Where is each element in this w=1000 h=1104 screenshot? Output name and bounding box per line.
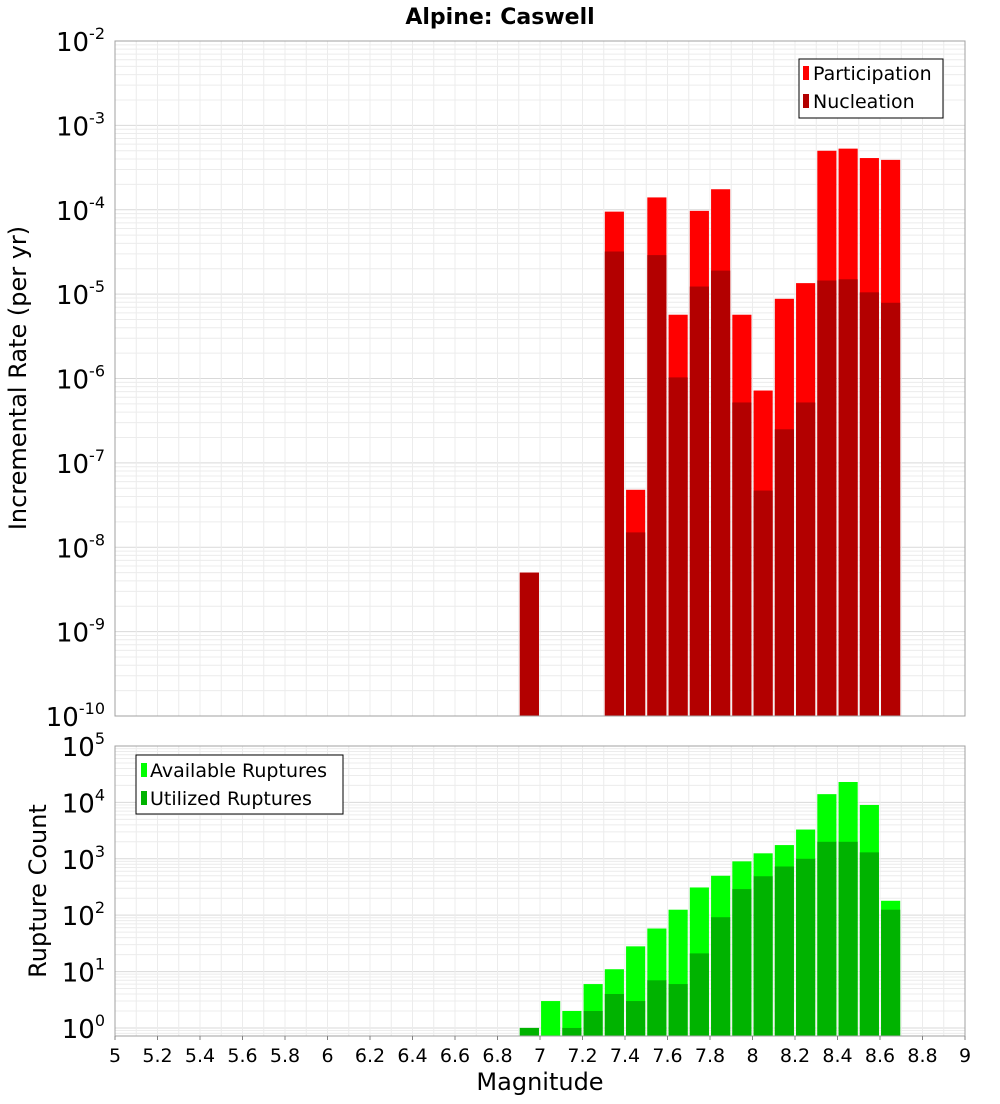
- bottom-legend-box: [135, 754, 344, 815]
- bottom-bar-utilized-ruptures: [626, 1001, 646, 1036]
- top-plot: 10-10 10-9 10-8 10-7 10-6 10-5 10-4 10-3 10-2: [46, 24, 966, 733]
- top-y-tick-label: 10-8: [56, 530, 105, 564]
- bottom-bar-utilized-ruptures: [711, 917, 731, 1036]
- bottom-bar-available-ruptures: [541, 1001, 561, 1036]
- x-tick-label: 5.6: [227, 1045, 257, 1067]
- bottom-y-tick-label: 102: [62, 898, 105, 932]
- x-axis-label: Magnitude: [476, 1068, 603, 1096]
- chart-title: Alpine: Caswell: [405, 5, 594, 30]
- top-y-tick-label: 10-2: [56, 24, 105, 58]
- bottom-bar-utilized-ruptures: [604, 994, 624, 1036]
- x-tick-label: 5: [109, 1045, 121, 1067]
- top-bar-nucleation: [732, 402, 752, 716]
- top-bar-nucleation: [668, 377, 688, 716]
- bottom-bar-utilized-ruptures: [562, 1027, 582, 1036]
- x-tick-label: 8.4: [822, 1045, 852, 1067]
- top-bar-nucleation: [838, 279, 858, 716]
- top-y-tick-label: 10-4: [56, 193, 105, 227]
- bottom-bar-utilized-ruptures: [817, 841, 837, 1036]
- top-plot-frame: [114, 40, 966, 717]
- top-legend-box: [798, 58, 944, 119]
- bottom-bar-utilized-ruptures: [583, 1010, 603, 1036]
- x-tick-label: 5.8: [270, 1045, 300, 1067]
- bottom-bar-utilized-ruptures: [859, 852, 879, 1036]
- bottom-y-tick-label: 100: [62, 1011, 105, 1045]
- x-tick-label: 5.4: [185, 1045, 215, 1067]
- top-bar-nucleation: [881, 302, 901, 716]
- legend-label-nucleation: Nucleation: [813, 91, 915, 113]
- legend-label-utilized: Utilized Ruptures: [150, 788, 312, 810]
- bottom-y-tick-label: 105: [62, 729, 105, 763]
- x-tick-label: 8.2: [780, 1045, 810, 1067]
- x-tick-label: 8.6: [865, 1045, 895, 1067]
- x-tick-label: 6.4: [397, 1045, 427, 1067]
- x-tick-label: 8: [746, 1045, 758, 1067]
- top-y-tick-label: 10-6: [56, 362, 105, 396]
- bottom-y-tick-label: 104: [62, 785, 105, 819]
- bottom-legend: Available Ruptures Utilized Ruptures: [135, 754, 344, 815]
- legend-label-participation: Participation: [813, 63, 932, 85]
- top-bar-nucleation: [711, 270, 731, 716]
- top-bar-nucleation: [626, 532, 646, 716]
- top-bar-nucleation: [774, 429, 794, 716]
- top-bar-nucleation: [519, 572, 539, 716]
- x-tick-label: 7.2: [567, 1045, 597, 1067]
- top-y-axis-label: Incremental Rate (per yr): [4, 226, 32, 530]
- bottom-bar-utilized-ruptures: [774, 866, 794, 1036]
- bottom-bar-utilized-ruptures: [689, 953, 709, 1036]
- top-y-tick-label: 10-10: [46, 699, 105, 733]
- x-tick-label: 7.4: [610, 1045, 640, 1067]
- bottom-bar-utilized-ruptures: [796, 858, 816, 1036]
- top-bar-nucleation: [753, 490, 773, 716]
- bottom-bar-utilized-ruptures: [838, 841, 858, 1036]
- top-y-tick-label: 10-7: [56, 446, 105, 480]
- x-tick-label: 6.8: [482, 1045, 512, 1067]
- x-tick-label: 6: [321, 1045, 333, 1067]
- top-y-tick-label: 10-9: [56, 615, 105, 649]
- top-bar-nucleation: [859, 292, 879, 716]
- x-tick-label: 7: [534, 1045, 546, 1067]
- top-y-tick-label: 10-5: [56, 277, 105, 311]
- x-tick-label: 9: [959, 1045, 971, 1067]
- legend-swatch-utilized: [141, 791, 147, 805]
- top-bar-nucleation: [817, 280, 837, 716]
- bottom-y-axis-label: Rupture Count: [24, 804, 52, 978]
- bottom-bar-utilized-ruptures: [881, 909, 901, 1036]
- legend-swatch-participation: [803, 66, 809, 80]
- top-bar-nucleation: [604, 251, 624, 716]
- bottom-bar-utilized-ruptures: [668, 984, 688, 1036]
- x-tick-label: 8.8: [907, 1045, 937, 1067]
- bottom-bar-utilized-ruptures: [753, 876, 773, 1036]
- legend-swatch-available: [141, 763, 147, 777]
- x-tick-label: 7.8: [695, 1045, 725, 1067]
- top-bar-nucleation: [796, 402, 816, 716]
- bottom-bar-utilized-ruptures: [519, 1027, 539, 1036]
- legend-swatch-nucleation: [803, 94, 809, 108]
- top-y-tick-label: 10-3: [56, 108, 105, 142]
- legend-label-available: Available Ruptures: [150, 760, 327, 782]
- bottom-bar-utilized-ruptures: [647, 980, 667, 1036]
- bottom-y-tick-label: 103: [62, 842, 105, 876]
- x-tick-label: 5.2: [142, 1045, 172, 1067]
- top-bar-nucleation: [647, 255, 667, 716]
- top-legend: Participation Nucleation: [798, 58, 944, 119]
- bottom-y-tick-label: 101: [62, 955, 105, 989]
- x-tick-label: 7.6: [652, 1045, 682, 1067]
- top-bar-nucleation: [689, 286, 709, 716]
- x-tick-label: 6.6: [440, 1045, 470, 1067]
- x-tick-label: 6.2: [355, 1045, 385, 1067]
- bottom-bar-utilized-ruptures: [732, 889, 752, 1036]
